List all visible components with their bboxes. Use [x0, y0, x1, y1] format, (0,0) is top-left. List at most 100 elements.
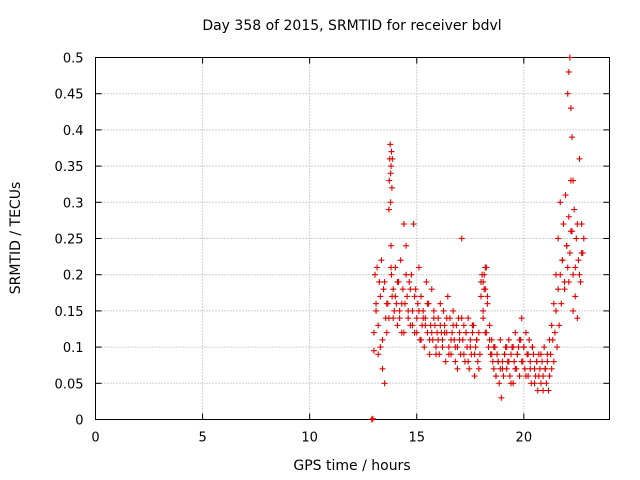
data-point — [488, 351, 495, 358]
data-point — [428, 329, 435, 336]
data-point — [431, 322, 438, 329]
data-point — [377, 293, 384, 300]
data-point — [370, 347, 377, 354]
y-tick-label: 0.25 — [55, 233, 84, 248]
data-point — [368, 416, 375, 423]
data-point — [537, 351, 544, 358]
data-point — [505, 336, 512, 343]
data-point — [555, 235, 562, 242]
data-point — [471, 373, 478, 380]
data-point — [570, 271, 577, 278]
data-point — [522, 329, 529, 336]
data-point — [522, 373, 529, 380]
data-point — [566, 54, 573, 61]
data-point — [527, 358, 534, 365]
data-point — [387, 199, 394, 206]
data-point — [485, 344, 492, 351]
data-point — [573, 235, 580, 242]
data-point — [374, 264, 381, 271]
data-point — [406, 278, 413, 285]
data-point — [565, 68, 572, 75]
data-point — [484, 300, 491, 307]
data-point — [548, 322, 555, 329]
data-point — [418, 293, 425, 300]
data-point — [388, 271, 395, 278]
data-point — [516, 336, 523, 343]
data-point — [570, 307, 577, 314]
data-point — [444, 293, 451, 300]
data-point — [566, 249, 573, 256]
data-point — [413, 329, 420, 336]
data-point — [393, 300, 400, 307]
data-point — [399, 286, 406, 293]
data-point — [530, 351, 537, 358]
data-point — [424, 300, 431, 307]
data-point — [379, 336, 386, 343]
data-point — [496, 380, 503, 387]
data-point — [441, 329, 448, 336]
data-point — [499, 365, 506, 372]
data-point — [486, 322, 493, 329]
data-point — [555, 286, 562, 293]
data-point — [430, 315, 437, 322]
data-point — [388, 242, 395, 249]
data-point — [526, 336, 533, 343]
data-point — [552, 271, 559, 278]
data-point — [489, 358, 496, 365]
data-point — [534, 387, 541, 394]
data-point — [542, 365, 549, 372]
data-point — [506, 373, 513, 380]
data-point — [500, 373, 507, 380]
data-point — [398, 300, 405, 307]
data-point — [445, 351, 452, 358]
data-point — [473, 336, 480, 343]
data-point — [387, 141, 394, 148]
data-point — [495, 358, 502, 365]
data-point — [529, 344, 536, 351]
x-tick-label: 10 — [301, 431, 318, 446]
data-point — [439, 344, 446, 351]
data-point — [543, 380, 550, 387]
data-point — [505, 358, 512, 365]
y-tick-label: 0.1 — [63, 341, 84, 356]
data-point — [535, 373, 542, 380]
data-point — [375, 322, 382, 329]
y-tick-label: 0 — [75, 414, 83, 429]
data-point — [518, 358, 525, 365]
data-point — [388, 148, 395, 155]
data-point — [403, 271, 410, 278]
data-point — [418, 336, 425, 343]
data-point — [497, 336, 504, 343]
data-point — [465, 315, 472, 322]
data-point — [571, 206, 578, 213]
data-point — [494, 351, 501, 358]
data-point — [510, 344, 517, 351]
data-point — [536, 365, 543, 372]
data-point — [421, 344, 428, 351]
data-point — [403, 242, 410, 249]
data-point — [471, 351, 478, 358]
y-tick-label: 0.2 — [63, 269, 84, 284]
data-point — [420, 315, 427, 322]
data-point — [498, 394, 505, 401]
data-point — [456, 336, 463, 343]
data-point — [422, 322, 429, 329]
data-point — [433, 351, 440, 358]
data-point — [569, 134, 576, 141]
data-point — [467, 336, 474, 343]
data-point — [478, 293, 484, 300]
data-point — [456, 329, 463, 336]
data-point — [580, 235, 587, 242]
axis-ticks — [95, 57, 610, 420]
chart-title: Day 358 of 2015, SRMTID for receiver bdv… — [202, 18, 501, 34]
data-point — [467, 344, 474, 351]
data-point — [373, 307, 380, 314]
x-tick-label: 20 — [516, 431, 533, 446]
data-point — [380, 286, 387, 293]
x-tick-label: 0 — [91, 431, 99, 446]
data-point — [544, 358, 551, 365]
data-point — [410, 221, 417, 228]
data-point — [415, 264, 422, 271]
data-point — [463, 329, 470, 336]
